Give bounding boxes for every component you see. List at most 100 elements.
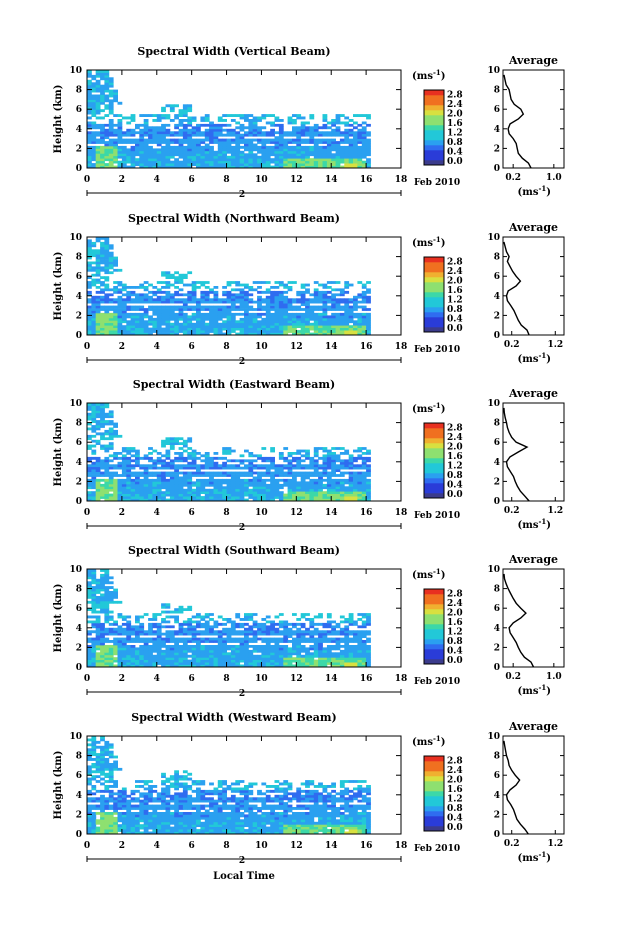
heatmap-cell <box>348 138 354 142</box>
heatmap-cell <box>135 449 140 453</box>
heatmap-cell <box>274 483 280 487</box>
heatmap-cell <box>204 654 210 658</box>
heatmap-cell <box>113 593 118 597</box>
heatmap-cell <box>313 317 319 321</box>
heatmap-cell <box>248 332 254 336</box>
heatmap-cell <box>156 114 162 117</box>
heatmap-cell <box>178 143 184 147</box>
heatmap-cell <box>230 647 236 651</box>
heatmap-cell <box>200 649 206 653</box>
heatmap-cell <box>165 327 171 331</box>
heatmap-cell <box>182 659 188 663</box>
heatmap-cell <box>244 647 249 651</box>
heatmap-cell <box>187 461 193 465</box>
heatmap-cell <box>296 308 302 311</box>
heatmap-cell <box>135 123 140 127</box>
heatmap-cell <box>95 263 101 267</box>
heatmap-cell <box>130 498 136 502</box>
heatmap-cell <box>95 89 101 93</box>
heatmap-cell <box>156 126 162 130</box>
heatmap-cell <box>339 466 345 470</box>
heatmap-cell <box>278 153 284 157</box>
heatmap-cell <box>313 325 319 328</box>
heatmap-cell <box>257 332 262 336</box>
heatmap-cell <box>361 471 367 475</box>
heatmap-cell <box>274 158 280 162</box>
heatmap-cell <box>230 295 236 299</box>
heatmap-cell <box>187 155 193 159</box>
heatmap-cell <box>313 630 319 634</box>
heatmap-cell <box>313 133 319 137</box>
heatmap-cell <box>100 281 105 284</box>
heatmap-cell <box>100 637 105 641</box>
heatmap-cell <box>257 483 262 487</box>
heatmap-cell <box>104 317 110 321</box>
heatmap-cell <box>322 632 328 636</box>
heatmap-cell <box>200 454 206 458</box>
heatmap-cell <box>348 133 354 137</box>
heatmap-cell <box>222 640 227 643</box>
heatmap-cell <box>130 300 136 304</box>
heatmap-cell <box>357 138 363 142</box>
heatmap-cell <box>274 131 280 135</box>
heatmap-cell <box>335 332 341 336</box>
heatmap-cell <box>91 268 97 272</box>
heatmap-cell <box>187 498 193 502</box>
heatmap-cell <box>326 496 332 499</box>
heatmap-cell <box>230 138 236 142</box>
heatmap-cell <box>318 466 323 470</box>
heatmap-cell <box>161 281 166 284</box>
heatmap-cell <box>126 300 132 304</box>
heatmap-cell <box>113 320 118 324</box>
heatmap-cell <box>100 330 105 333</box>
heatmap-cell <box>318 133 323 137</box>
heatmap-cell <box>182 317 188 321</box>
heatmap-cell <box>161 310 166 314</box>
heatmap-cell <box>222 158 227 162</box>
heatmap-cell <box>108 271 114 275</box>
heatmap-cell <box>161 478 166 482</box>
heatmap-cell <box>274 330 280 333</box>
heatmap-cell <box>274 136 280 139</box>
heatmap-cell <box>135 126 140 130</box>
heatmap-cell <box>95 405 101 409</box>
heatmap-cell <box>113 486 118 490</box>
heatmap-cell <box>113 160 118 164</box>
heatmap-cell <box>182 106 188 110</box>
heatmap-cell <box>331 123 336 127</box>
heatmap-cell <box>148 464 153 468</box>
heatmap-cell <box>217 145 223 149</box>
heatmap-cell <box>313 155 319 159</box>
heatmap-cell <box>357 300 363 304</box>
heatmap-cell <box>196 320 201 324</box>
heatmap-cell <box>174 278 179 282</box>
heatmap-cell <box>187 476 193 480</box>
x-tick-label: 8 <box>223 342 229 352</box>
heatmap-cell <box>100 596 105 599</box>
heatmap-cell <box>87 158 92 162</box>
heatmap-cell <box>300 327 306 331</box>
heatmap-cell <box>126 466 132 470</box>
heatmap-cell <box>235 143 241 147</box>
heatmap-cell <box>191 662 197 665</box>
heatmap-cell <box>200 645 206 648</box>
heatmap-cell <box>309 317 315 321</box>
heatmap-cell <box>100 647 105 651</box>
heatmap-cell <box>95 256 101 260</box>
heatmap-cell <box>87 662 92 665</box>
heatmap-cell <box>156 322 162 326</box>
heatmap-cell <box>126 165 132 169</box>
heatmap-cell <box>100 315 105 319</box>
heatmap-cell <box>174 474 179 477</box>
heatmap-cell <box>91 312 97 316</box>
heatmap-cell <box>248 664 254 668</box>
heatmap-cell <box>148 160 153 164</box>
heatmap-cell <box>353 315 358 319</box>
heatmap-cell <box>152 486 158 490</box>
heatmap-cell <box>265 312 271 316</box>
heatmap-cell <box>108 664 114 668</box>
heatmap-cell <box>113 637 118 641</box>
heatmap-cell <box>217 478 223 482</box>
heatmap-cell <box>213 620 219 624</box>
heatmap-cell <box>235 664 241 668</box>
